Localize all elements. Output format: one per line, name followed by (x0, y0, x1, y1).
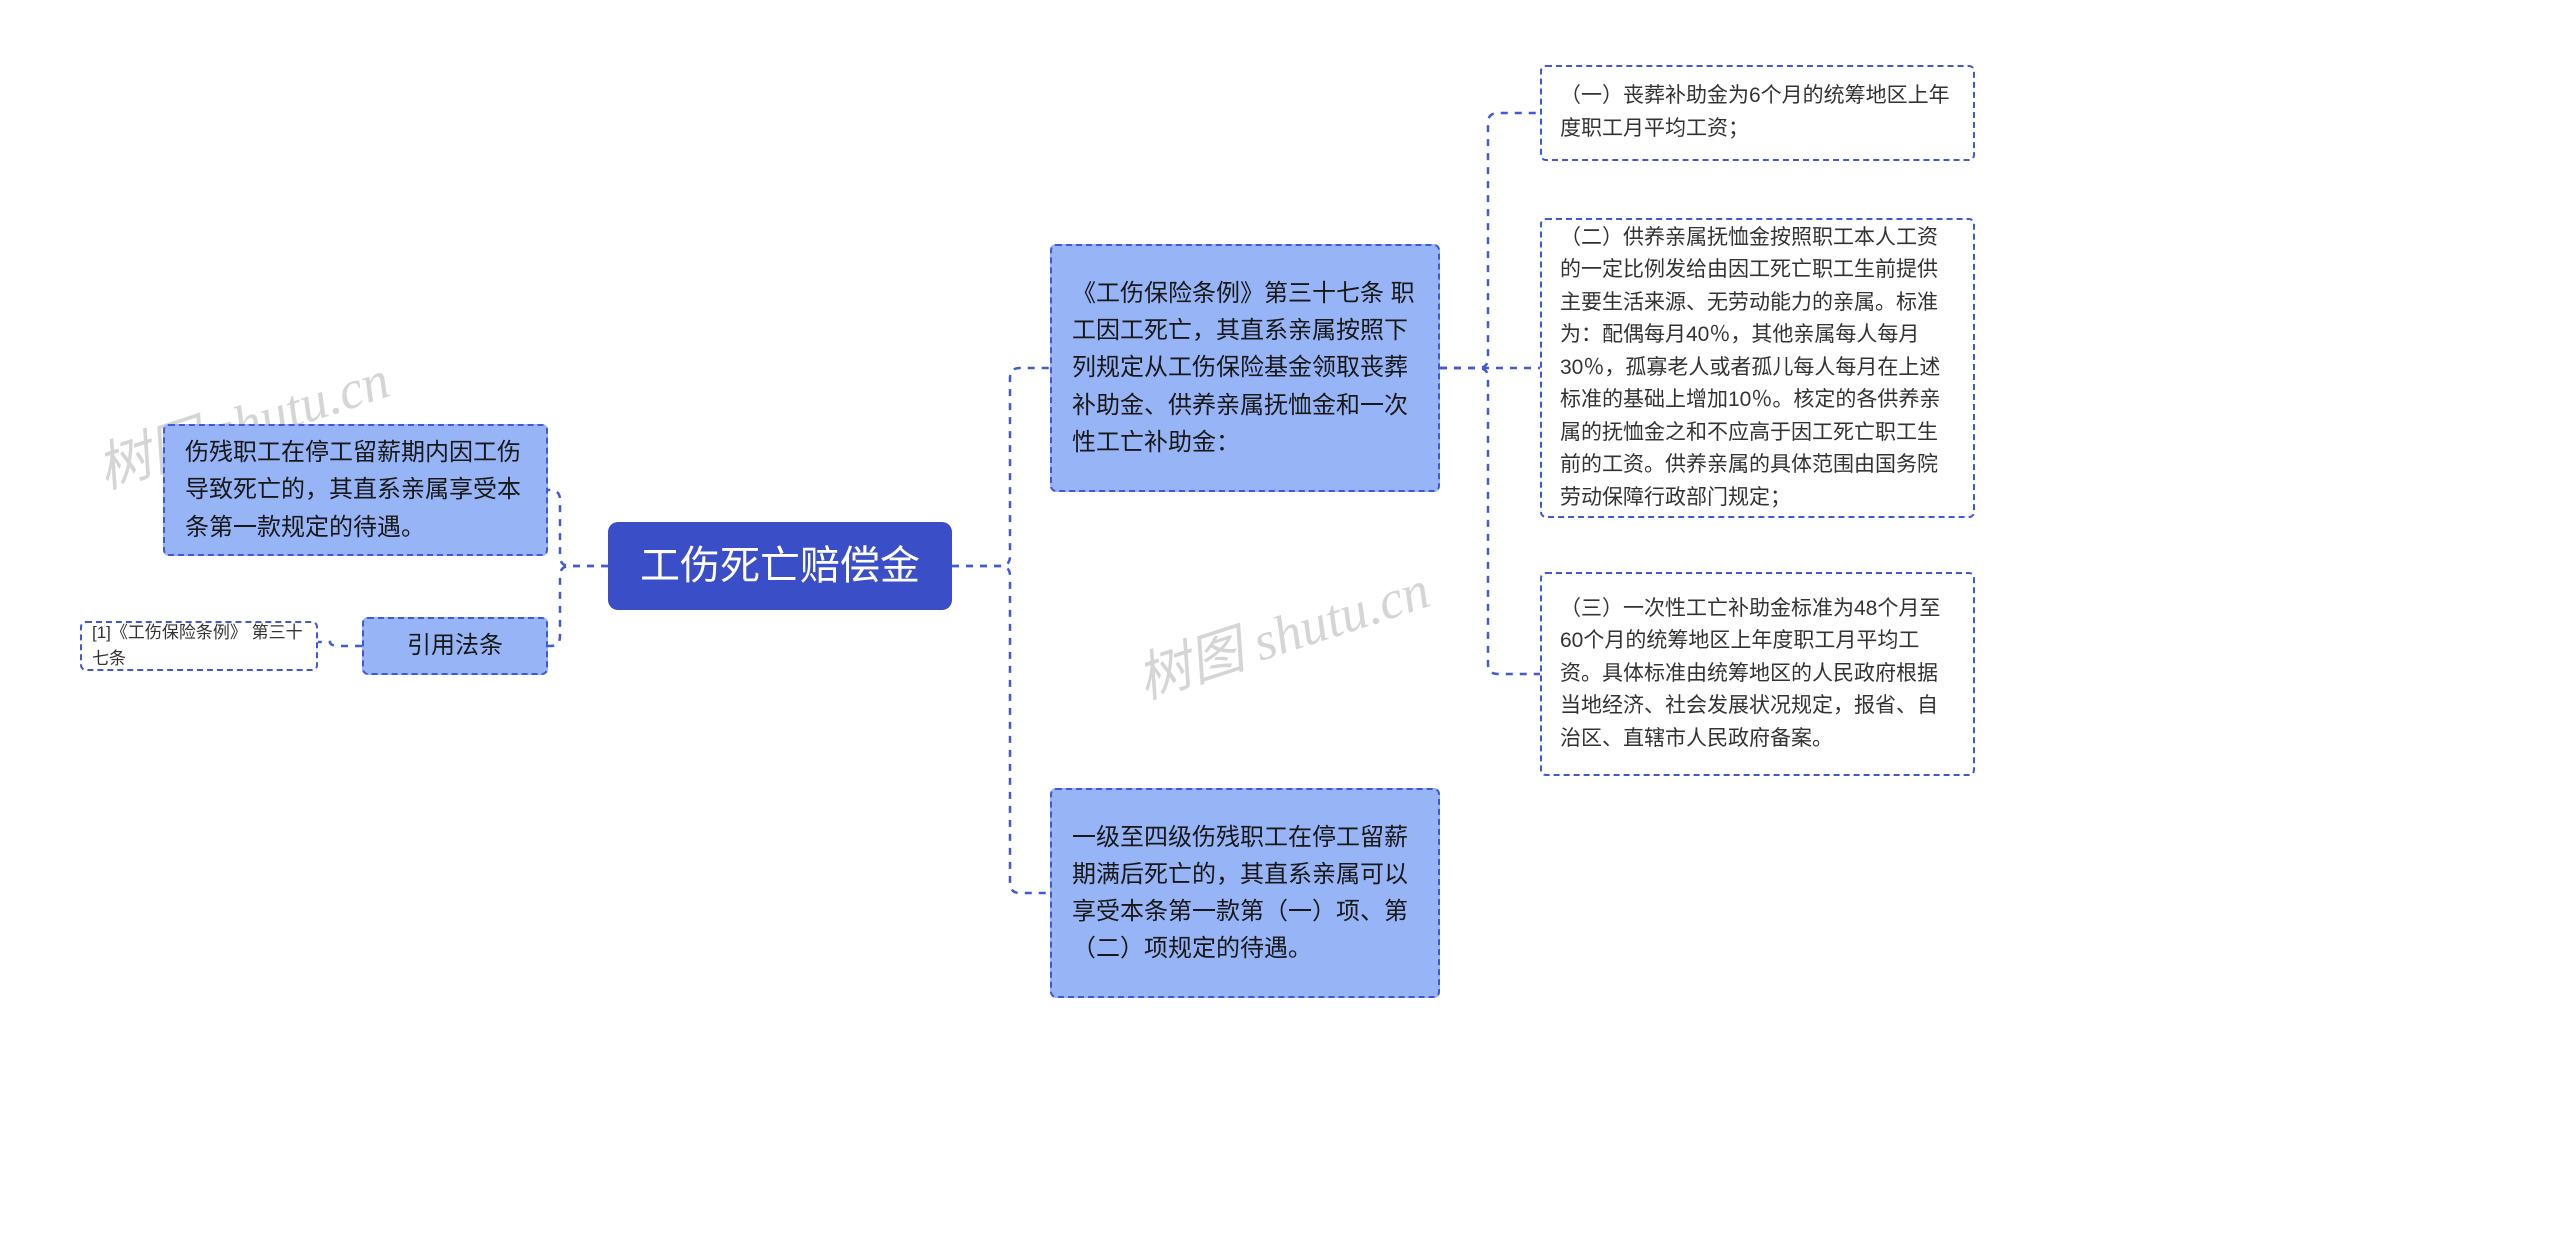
left-node-2-label: 引用法条 (407, 627, 503, 664)
left-node-2: 引用法条 (362, 617, 548, 675)
left-node-1: 伤残职工在停工留薪期内因工伤导致死亡的，其直系亲属享受本条第一款规定的待遇。 (163, 424, 548, 556)
right-node-1b: （二）供养亲属抚恤金按照职工本人工资的一定比例发给由因工死亡职工生前提供主要生活… (1540, 218, 1975, 518)
left-node-1-label: 伤残职工在停工留薪期内因工伤导致死亡的，其直系亲属享受本条第一款规定的待遇。 (185, 434, 526, 546)
right-node-1b-label: （二）供养亲属抚恤金按照职工本人工资的一定比例发给由因工死亡职工生前提供主要生活… (1560, 222, 1955, 515)
left-node-2a-label: [1]《工伤保险条例》 第三十七条 (92, 620, 306, 673)
right-node-2: 一级至四级伤残职工在停工留薪期满后死亡的，其直系亲属可以享受本条第一款第（一）项… (1050, 788, 1440, 998)
right-node-1a: （一）丧葬补助金为6个月的统筹地区上年度职工月平均工资； (1540, 65, 1975, 161)
right-node-1-label: 《工伤保险条例》第三十七条 职工因工死亡，其直系亲属按照下列规定从工伤保险基金领… (1072, 275, 1418, 461)
root-node: 工伤死亡赔偿金 (608, 522, 952, 610)
right-node-1c-label: （三）一次性工亡补助金标准为48个月至60个月的统筹地区上年度职工月平均工资。具… (1560, 593, 1955, 756)
watermark-2: 树图 shutu.cn (1125, 545, 1438, 714)
right-node-2-label: 一级至四级伤残职工在停工留薪期满后死亡的，其直系亲属可以享受本条第一款第（一）项… (1072, 819, 1418, 968)
root-label: 工伤死亡赔偿金 (640, 535, 920, 597)
left-node-2a: [1]《工伤保险条例》 第三十七条 (80, 621, 318, 671)
right-node-1a-label: （一）丧葬补助金为6个月的统筹地区上年度职工月平均工资； (1560, 80, 1955, 145)
right-node-1: 《工伤保险条例》第三十七条 职工因工死亡，其直系亲属按照下列规定从工伤保险基金领… (1050, 244, 1440, 492)
right-node-1c: （三）一次性工亡补助金标准为48个月至60个月的统筹地区上年度职工月平均工资。具… (1540, 572, 1975, 776)
